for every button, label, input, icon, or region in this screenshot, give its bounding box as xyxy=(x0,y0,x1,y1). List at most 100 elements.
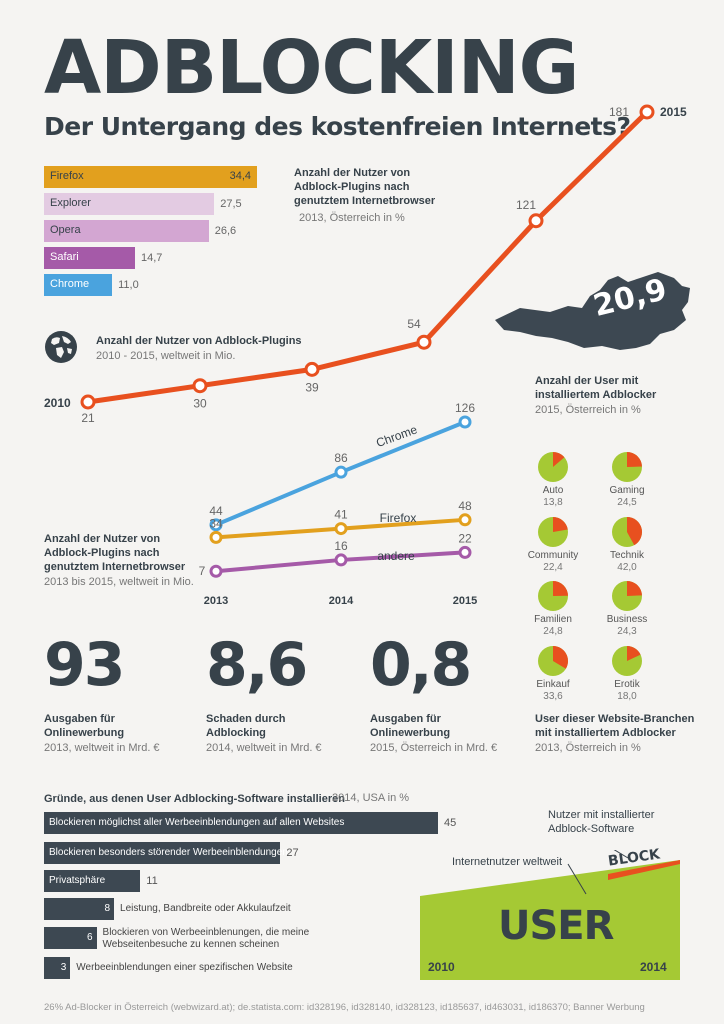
stat-label-2-line2: Adblocking xyxy=(206,727,266,739)
pie-category: Einkauf xyxy=(536,679,570,690)
user-label: USER xyxy=(498,903,614,949)
stat-label-2: Schaden durch Adblocking xyxy=(206,712,285,740)
growth-point xyxy=(416,334,432,350)
reason-bar: Blockieren besonders störender Werbeeinb… xyxy=(44,842,288,864)
austria-title-line2: installiertem Adblocker xyxy=(535,389,657,401)
branches-title: User dieser Website-Branchen mit install… xyxy=(535,712,694,740)
reasons-title: Gründe, aus denen User Adblocking-Softwa… xyxy=(44,793,345,805)
growth-value-label: 121 xyxy=(516,198,536,212)
trend-point xyxy=(209,518,223,532)
internet-users-label: Internetnutzer weltweit xyxy=(452,856,563,868)
reason-label: Werbeeinblendungen einer spezifischen We… xyxy=(76,962,293,973)
trend-point xyxy=(209,530,223,544)
reason-value: 27 xyxy=(286,847,299,859)
branches-title-line2: mit installiertem Adblocker xyxy=(535,727,676,739)
reason-label: Privatsphäre xyxy=(49,875,106,886)
growth-value-label: 39 xyxy=(305,380,319,394)
reason-bar: Privatsphäre xyxy=(44,870,141,892)
trend-year-label: 2013 xyxy=(204,595,228,607)
browser-bar: Chrome xyxy=(44,274,113,296)
trend-value-label: 7 xyxy=(199,564,206,578)
trend-point xyxy=(458,415,472,429)
browser-bar-value: 14,7 xyxy=(141,252,163,264)
pie-slice xyxy=(553,517,568,532)
stat-label-1-line1: Ausgaben für xyxy=(44,713,115,725)
pie-slice xyxy=(627,581,642,596)
pie-category: Gaming xyxy=(609,485,645,496)
browser-title-line1: Anzahl der Nutzer von xyxy=(294,167,411,179)
user-year-end: 2014 xyxy=(640,960,667,974)
growth-title: Anzahl der Nutzer von Adblock-Plugins xyxy=(96,335,302,347)
trend-point xyxy=(458,513,472,527)
reason-bar: Blockieren möglichst aller Werbeeinblend… xyxy=(44,812,438,834)
austria-map-icon xyxy=(495,272,690,350)
trend-note: 2013 bis 2015, weltweit in Mio. xyxy=(44,576,194,588)
reason-label: Blockieren möglichst aller Werbeeinblend… xyxy=(49,817,345,828)
growth-point xyxy=(192,378,208,394)
branches-title-line1: User dieser Website-Branchen xyxy=(535,713,695,725)
branch-pie: Familien 24,8 xyxy=(523,580,583,642)
growth-value-label: 21 xyxy=(81,411,95,425)
reason-bar: 6 xyxy=(44,927,97,949)
browser-chart-note: 2013, Österreich in % xyxy=(299,212,405,224)
branch-pie: Community 22,4 xyxy=(523,516,583,578)
growth-point xyxy=(528,213,544,229)
browser-bar-label: Explorer xyxy=(50,197,91,209)
browser-bar-label: Opera xyxy=(50,224,81,236)
adblock-users-line1: Nutzer mit installierter xyxy=(548,809,655,821)
pie-category: Erotik xyxy=(614,679,640,690)
austria-note: 2015, Österreich in % xyxy=(535,404,641,416)
reason-value: 6 xyxy=(86,932,93,943)
trend-title-line3: genutztem Internetbrowser xyxy=(44,561,186,573)
branch-pie: Einkauf 33,6 xyxy=(523,645,583,707)
reason-label: Leistung, Bandbreite oder Akkulaufzeit xyxy=(120,903,291,914)
trend-series-label: Firefox xyxy=(380,511,417,525)
austria-title-line1: Anzahl der User mit xyxy=(535,375,639,387)
pie-slice xyxy=(627,452,642,467)
growth-value-label: 30 xyxy=(193,397,207,411)
growth-end-year: 2015 xyxy=(660,105,687,119)
reason-value: 11 xyxy=(146,875,158,887)
trend-value-label: 44 xyxy=(209,504,223,518)
pie-category: Business xyxy=(606,614,648,625)
growth-line xyxy=(87,110,649,405)
branch-pie: Business 24,3 xyxy=(597,580,657,642)
pie-slice xyxy=(553,581,568,596)
browser-bar-label: Safari xyxy=(50,251,79,263)
browser-bar-value: 11,0 xyxy=(118,279,139,291)
pie-value: 24,5 xyxy=(617,497,637,508)
stat-label-2-line1: Schaden durch xyxy=(206,713,286,725)
browser-bar: Safari xyxy=(44,247,136,269)
pie-category: Technik xyxy=(610,550,644,561)
growth-point xyxy=(304,361,320,377)
trend-value-label: 22 xyxy=(458,531,472,545)
trend-value-label: 16 xyxy=(334,539,348,553)
trend-value-label: 34 xyxy=(209,516,223,530)
trend-point xyxy=(209,564,223,578)
stat-value-2: 8,6 xyxy=(206,630,308,700)
trend-year-label: 2014 xyxy=(329,595,354,607)
stat-value-3: 0,8 xyxy=(370,630,472,700)
trend-value-label: 48 xyxy=(458,499,472,513)
globe-icon xyxy=(44,330,78,369)
reason-value: 3 xyxy=(60,962,67,973)
browser-bar-label: Firefox xyxy=(50,170,84,182)
adblock-users-line2: Adblock-Software xyxy=(548,823,635,835)
pie-value: 42,0 xyxy=(617,562,637,573)
trend-point xyxy=(334,522,348,536)
trend-point xyxy=(334,465,348,479)
growth-start-year: 2010 xyxy=(44,396,71,410)
branch-pie: Auto 13,8 xyxy=(523,451,583,513)
browser-bar: Explorer xyxy=(44,193,215,215)
pie-slice xyxy=(627,517,642,546)
stat-note-1: 2013, weltweit in Mrd. € xyxy=(44,742,160,754)
growth-note: 2010 - 2015, weltweit in Mio. xyxy=(96,350,236,362)
stat-note-2: 2014, weltweit in Mrd. € xyxy=(206,742,322,754)
browser-bar: Firefox 34,4 xyxy=(44,166,257,188)
user-block-graphic xyxy=(420,850,680,980)
user-year-start: 2010 xyxy=(428,960,455,974)
browser-chart-title: Anzahl der Nutzer von Adblock-Plugins na… xyxy=(294,166,435,208)
stat-label-1-line2: Onlinewerbung xyxy=(44,727,125,739)
trend-value-label: 41 xyxy=(334,508,348,522)
page-title: ADBLOCKING xyxy=(44,25,579,111)
